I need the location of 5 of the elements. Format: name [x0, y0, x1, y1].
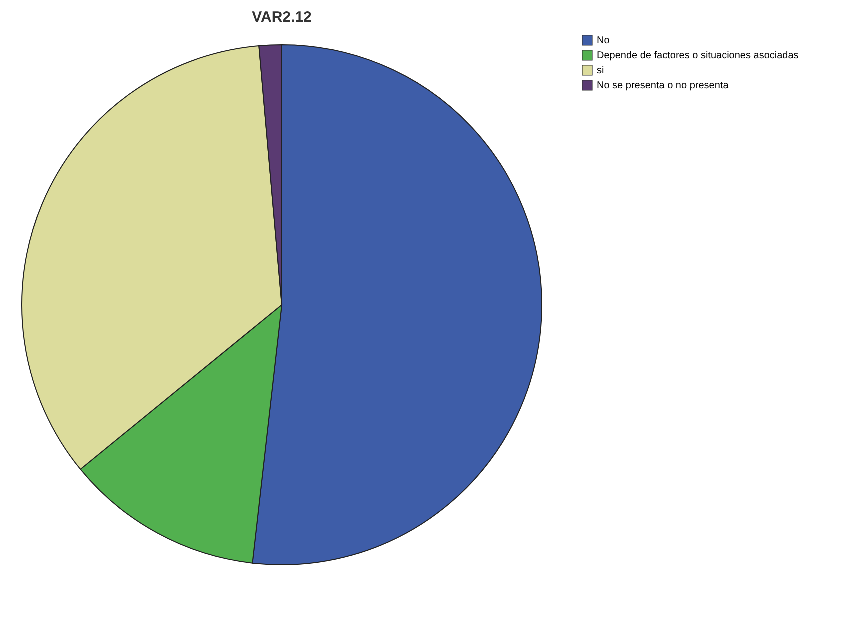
chart-title: VAR2.12 — [252, 9, 312, 26]
legend-label: No — [597, 36, 610, 46]
legend-label: No se presenta o no presenta — [597, 80, 730, 92]
legend-label: Depende de factores o situaciones asociadas — [597, 50, 799, 62]
legend-label: si — [597, 66, 604, 76]
